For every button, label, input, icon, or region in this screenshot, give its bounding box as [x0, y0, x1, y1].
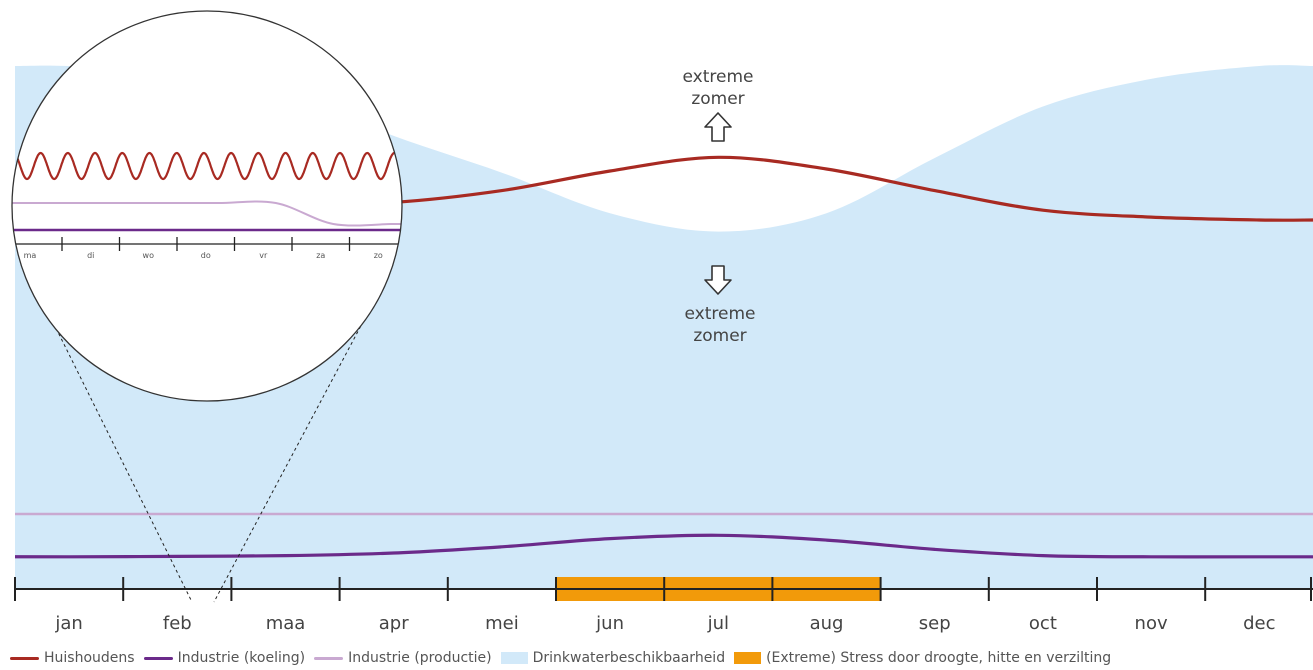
month-label-apr: apr	[379, 613, 409, 634]
annotation-lower-line2: zomer	[693, 326, 746, 346]
month-label-mei: mei	[485, 613, 519, 634]
inset-huishoudens-line	[15, 151, 398, 181]
month-label-oct: oct	[1029, 613, 1057, 634]
arrow-up-icon	[704, 112, 732, 142]
legend-label: Industrie (productie)	[348, 650, 492, 666]
inset-day-label-di: di	[87, 251, 94, 260]
legend-label: Drinkwaterbeschikbaarheid	[532, 650, 726, 666]
industrie-koeling-line	[14, 533, 1313, 559]
zoom-circle	[12, 11, 402, 401]
month-label-aug: aug	[810, 613, 844, 634]
legend-label: Industrie (koeling)	[177, 650, 306, 666]
annotation-upper-line2: zomer	[691, 89, 744, 109]
month-label-sep: sep	[919, 613, 951, 634]
inset-day-label-do: do	[201, 251, 211, 260]
annotations: extreme zomer extreme zomer	[683, 67, 756, 346]
month-label-dec: dec	[1243, 613, 1275, 634]
inset-day-label-vr: vr	[259, 251, 268, 260]
inset-day-label-ma: ma	[24, 251, 37, 260]
legend-item-stress: (Extreme) Stress door droogte, hitte en …	[734, 650, 1111, 666]
inset-productie-line	[12, 200, 402, 227]
zoom-circle-border	[11, 10, 403, 402]
legend-item-drinkwater: Drinkwaterbeschikbaarheid	[500, 650, 726, 666]
zoom-connector-right	[213, 304, 373, 603]
legend-item-industrie-koeling: Industrie (koeling)	[143, 650, 306, 666]
week-zoom-inset: ma di wo do vr za zo	[11, 10, 403, 603]
annotation-upper-line1: extreme	[683, 67, 754, 87]
legend-swatch	[500, 652, 528, 664]
month-label-feb: feb	[163, 613, 192, 634]
inset-day-label-za: za	[316, 251, 325, 260]
month-label-nov: nov	[1135, 613, 1168, 634]
legend-item-huishoudens: Huishoudens	[10, 650, 135, 666]
legend-swatch	[314, 656, 344, 660]
inset-day-label-zo: zo	[374, 251, 383, 260]
legend-swatch	[143, 656, 173, 660]
legend-label: (Extreme) Stress door droogte, hitte en …	[766, 650, 1112, 666]
legend-item-industrie-productie: Industrie (productie)	[314, 650, 492, 666]
legend-swatch	[10, 656, 39, 660]
legend: Huishoudens Industrie (koeling) Industri…	[10, 647, 1111, 669]
month-label-maa: maa	[266, 613, 306, 634]
month-label-jan: jan	[54, 613, 82, 634]
legend-swatch	[734, 652, 762, 664]
annotation-lower-line1: extreme	[685, 304, 756, 324]
month-axis: jan feb maa apr mei jun jul aug sep oct nov dec	[14, 577, 1313, 634]
month-label-jun: jun	[595, 613, 624, 634]
month-label-jul: jul	[707, 613, 729, 634]
arrow-down-icon	[704, 265, 732, 295]
legend-label: Huishoudens	[44, 650, 135, 666]
inset-day-label-wo: wo	[143, 251, 155, 260]
